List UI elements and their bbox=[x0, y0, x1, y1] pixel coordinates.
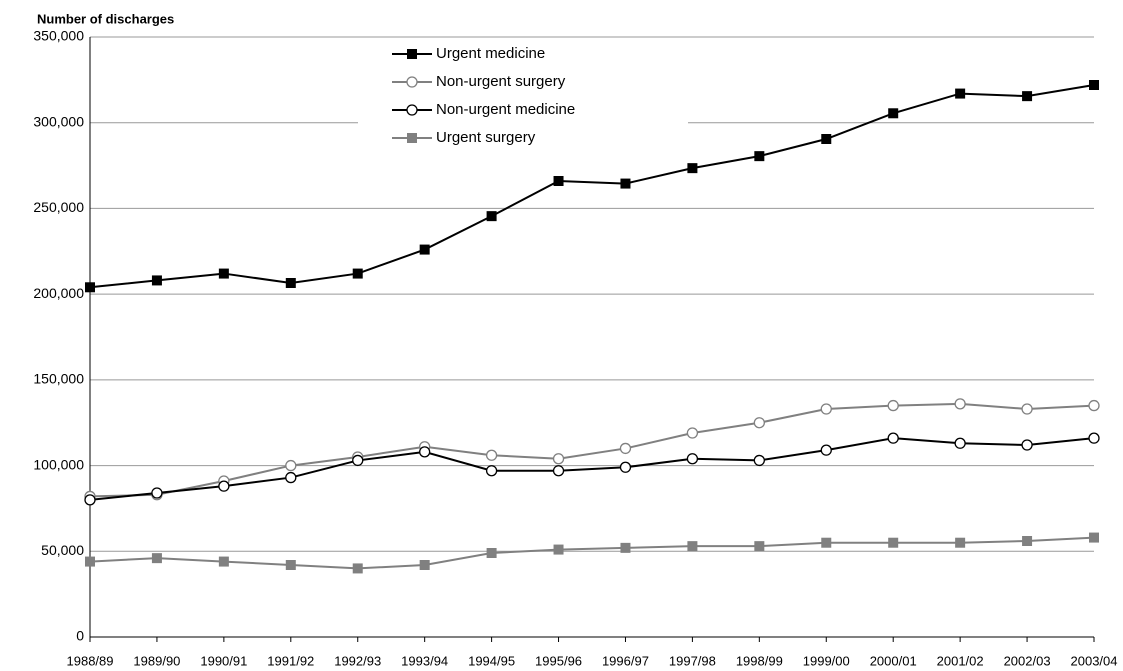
marker bbox=[1022, 91, 1033, 102]
marker bbox=[888, 537, 899, 548]
marker bbox=[218, 556, 229, 567]
x-tick-label: 1996/97 bbox=[602, 653, 649, 668]
marker bbox=[352, 563, 363, 574]
marker bbox=[419, 244, 430, 255]
marker bbox=[686, 453, 699, 465]
x-tick-label: 2000/01 bbox=[870, 653, 917, 668]
marker bbox=[151, 275, 162, 286]
marker bbox=[686, 427, 699, 439]
y-tick-label: 100,000 bbox=[33, 456, 84, 472]
marker bbox=[85, 556, 95, 567]
x-tick-label: 2002/03 bbox=[1004, 653, 1051, 668]
series-line bbox=[89, 84, 1095, 289]
marker bbox=[619, 442, 632, 455]
marker bbox=[820, 444, 832, 456]
marker bbox=[820, 403, 832, 415]
marker bbox=[1021, 439, 1033, 451]
series-line bbox=[89, 536, 1095, 570]
x-tick-label: 1992/93 bbox=[334, 653, 381, 668]
marker bbox=[406, 76, 418, 88]
marker bbox=[486, 548, 497, 558]
x-tick-label: 1991/92 bbox=[267, 653, 314, 668]
marker bbox=[1089, 80, 1099, 90]
marker bbox=[285, 471, 297, 484]
marker bbox=[821, 537, 832, 548]
marker bbox=[352, 268, 363, 279]
marker bbox=[552, 465, 565, 477]
x-tick-label: 2001/02 bbox=[937, 653, 984, 668]
marker bbox=[407, 133, 417, 143]
x-tick-label: 1990/91 bbox=[200, 653, 247, 668]
marker bbox=[887, 399, 899, 412]
legend-label: Non-urgent surgery bbox=[436, 73, 566, 90]
y-tick-label: 150,000 bbox=[33, 371, 84, 387]
marker bbox=[285, 459, 297, 472]
x-tick-label: 1994/95 bbox=[468, 653, 515, 668]
x-tick-label: 1998/99 bbox=[736, 653, 783, 668]
marker bbox=[687, 163, 698, 174]
marker bbox=[406, 104, 418, 116]
marker bbox=[218, 268, 229, 279]
marker bbox=[754, 541, 765, 552]
x-tick-label: 1999/00 bbox=[803, 653, 850, 668]
marker bbox=[753, 417, 765, 429]
marker bbox=[552, 453, 565, 465]
x-tick-label: 2003/04 bbox=[1071, 653, 1118, 668]
marker bbox=[1022, 536, 1033, 546]
series-line bbox=[89, 437, 1095, 501]
marker bbox=[84, 494, 96, 506]
series-line bbox=[89, 402, 1095, 498]
marker bbox=[486, 211, 497, 222]
marker bbox=[687, 541, 698, 552]
marker bbox=[151, 553, 162, 564]
marker bbox=[619, 461, 632, 473]
marker bbox=[954, 398, 966, 410]
legend-label: Urgent medicine bbox=[436, 45, 545, 62]
legend-label: Non-urgent medicine bbox=[436, 101, 575, 118]
marker bbox=[888, 108, 899, 119]
marker bbox=[553, 544, 564, 555]
marker bbox=[620, 542, 631, 553]
marker bbox=[821, 134, 832, 144]
x-tick-label: 1989/90 bbox=[133, 653, 180, 668]
marker bbox=[85, 282, 95, 293]
marker bbox=[620, 178, 631, 189]
x-tick-label: 1993/94 bbox=[401, 653, 448, 668]
marker bbox=[419, 446, 431, 458]
x-tick-label: 1995/96 bbox=[535, 653, 582, 668]
marker bbox=[955, 88, 966, 99]
marker bbox=[407, 49, 417, 59]
marker bbox=[218, 480, 230, 492]
y-tick-label: 300,000 bbox=[33, 113, 84, 129]
marker bbox=[553, 176, 564, 186]
marker bbox=[753, 454, 765, 467]
x-tick-label: 1988/89 bbox=[67, 653, 114, 668]
marker bbox=[485, 465, 498, 477]
marker bbox=[151, 487, 163, 499]
marker bbox=[1021, 403, 1033, 415]
y-tick-label: 200,000 bbox=[33, 285, 84, 301]
marker bbox=[955, 537, 966, 548]
y-tick-label: 250,000 bbox=[33, 199, 84, 215]
marker bbox=[419, 560, 430, 570]
marker bbox=[1089, 532, 1099, 543]
marker bbox=[1088, 432, 1100, 444]
marker bbox=[754, 151, 765, 162]
marker bbox=[352, 454, 364, 467]
y-tick-label: 350,000 bbox=[33, 28, 84, 44]
y-tick-label: 0 bbox=[76, 628, 84, 644]
y-tick-label: 50,000 bbox=[41, 542, 84, 558]
x-tick-label: 1997/98 bbox=[669, 653, 716, 668]
marker bbox=[1088, 399, 1100, 412]
marker bbox=[485, 449, 498, 461]
legend-label: Urgent surgery bbox=[436, 129, 536, 146]
marker bbox=[285, 278, 296, 288]
marker bbox=[285, 560, 296, 570]
marker bbox=[887, 432, 899, 444]
y-axis-title: Number of discharges bbox=[37, 11, 174, 26]
marker bbox=[954, 437, 966, 449]
